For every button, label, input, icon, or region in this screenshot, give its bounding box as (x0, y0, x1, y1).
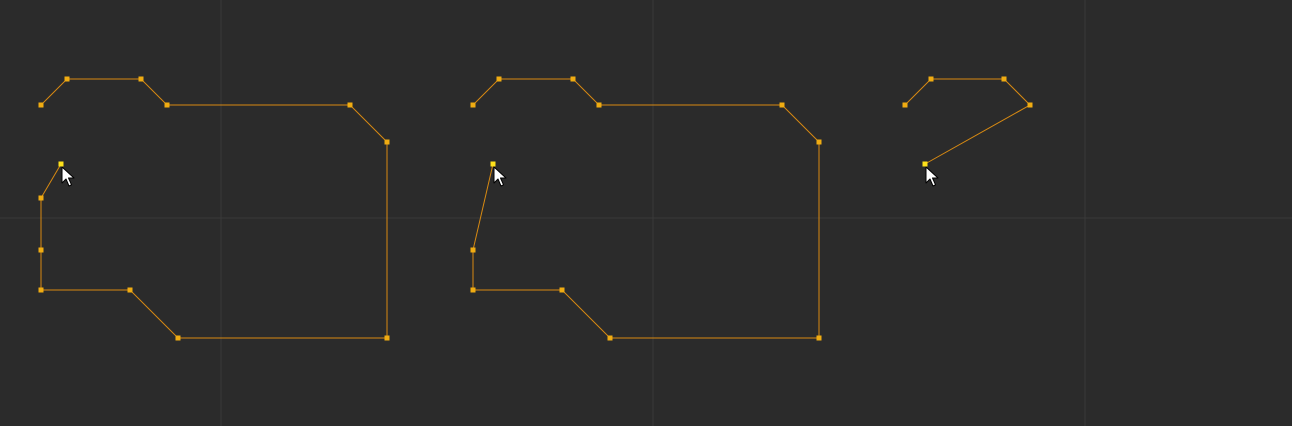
curve-edge[interactable] (472, 78, 820, 339)
selected-vertex[interactable] (922, 161, 928, 167)
curve-vertex[interactable] (607, 335, 613, 341)
curve-vertex[interactable] (816, 335, 822, 341)
curve-vertex[interactable] (928, 76, 934, 82)
curve-vertex[interactable] (470, 102, 476, 108)
cursors-layer (61, 166, 939, 187)
curve-vertex[interactable] (779, 102, 785, 108)
curve-vertex[interactable] (470, 287, 476, 293)
curve-vertex[interactable] (175, 335, 181, 341)
curve-vertex[interactable] (384, 335, 390, 341)
selected-vertex[interactable] (490, 161, 496, 167)
curve-vertex[interactable] (384, 139, 390, 145)
curve-vertex[interactable] (816, 139, 822, 145)
panel-2[interactable] (470, 76, 822, 341)
arrow-cursor-icon (61, 166, 75, 187)
curve-vertex[interactable] (38, 247, 44, 253)
panel-3[interactable] (902, 76, 1033, 167)
curve-vertex[interactable] (596, 102, 602, 108)
arrow-cursor-icon (925, 166, 939, 187)
curve-vertex[interactable] (38, 195, 44, 201)
curve-vertex[interactable] (496, 76, 502, 82)
curve-vertex[interactable] (470, 247, 476, 253)
curve-vertex[interactable] (902, 102, 908, 108)
curve-vertex[interactable] (38, 102, 44, 108)
curve-vertex[interactable] (64, 76, 70, 82)
curve-vertex[interactable] (127, 287, 133, 293)
selected-vertex[interactable] (58, 161, 64, 167)
arrow-cursor-icon (493, 166, 507, 187)
curve-vertex[interactable] (1001, 76, 1007, 82)
curve-vertex[interactable] (570, 76, 576, 82)
curve-vertex[interactable] (347, 102, 353, 108)
curve-vertex[interactable] (1027, 102, 1033, 108)
curve-vertex[interactable] (38, 287, 44, 293)
curve-vertex[interactable] (164, 102, 170, 108)
curve-vertex[interactable] (138, 76, 144, 82)
curve-vertex[interactable] (559, 287, 565, 293)
panel-1[interactable] (38, 76, 390, 341)
curve-edge[interactable] (40, 78, 388, 339)
curve-edge[interactable] (904, 78, 1031, 165)
curves-layer (38, 76, 1033, 341)
